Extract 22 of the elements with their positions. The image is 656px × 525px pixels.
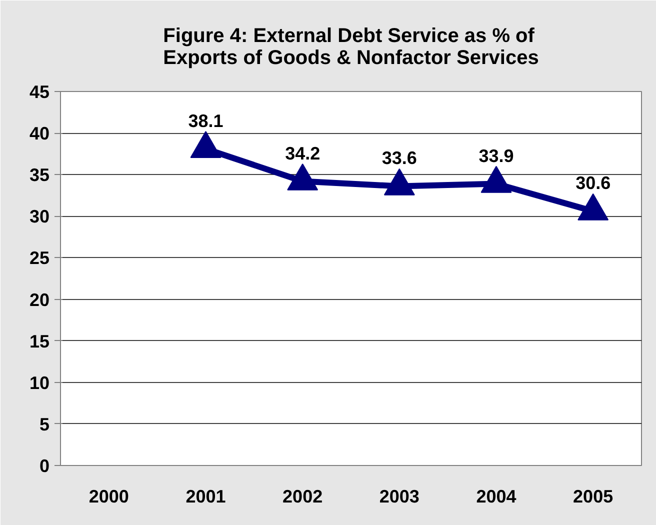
data-label: 38.1	[188, 110, 224, 131]
y-tick-label: 40	[29, 124, 50, 144]
data-label: 33.9	[478, 146, 514, 166]
y-tick-label: 5	[39, 414, 50, 434]
y-tick-label: 35	[29, 165, 50, 186]
x-tick-label: 2000	[88, 486, 129, 506]
y-tick-label: 30	[29, 206, 50, 227]
data-label: 30.6	[576, 173, 611, 194]
y-tick-label: 45	[29, 82, 50, 102]
x-tick-label: 2001	[186, 486, 226, 506]
y-tick-label: 15	[29, 331, 50, 352]
x-tick-label: 2003	[379, 486, 420, 506]
data-label: 34.2	[285, 143, 320, 164]
chart-title: Figure 4: External Debt Service as % of Exports of Goods & Nonfactor Services	[163, 25, 539, 69]
y-tick-label: 0	[39, 456, 50, 476]
y-tick-label: 10	[29, 372, 50, 393]
x-tick-label: 2002	[282, 486, 323, 506]
x-tick-label: 2005	[573, 486, 614, 506]
x-tick-label: 2004	[476, 486, 516, 506]
y-tick-label: 25	[29, 248, 50, 268]
y-tick-label: 20	[29, 290, 50, 310]
data-label: 33.6	[382, 148, 417, 168]
